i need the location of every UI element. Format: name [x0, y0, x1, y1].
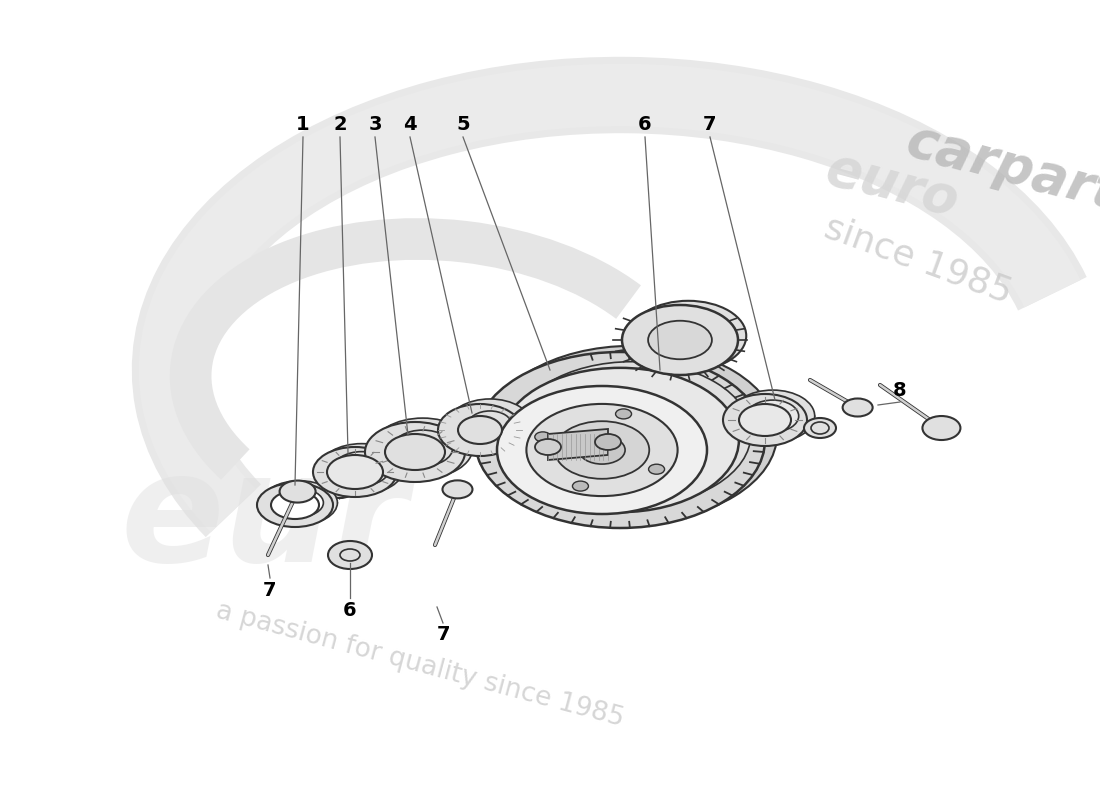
Text: a passion for quality since 1985: a passion for quality since 1985 [213, 598, 627, 732]
Ellipse shape [441, 423, 470, 439]
Ellipse shape [730, 390, 815, 442]
Text: 4: 4 [404, 115, 417, 134]
Ellipse shape [572, 481, 588, 491]
Ellipse shape [649, 464, 664, 474]
Ellipse shape [458, 416, 502, 444]
Ellipse shape [579, 436, 625, 464]
Ellipse shape [923, 416, 960, 440]
Ellipse shape [438, 404, 522, 456]
Polygon shape [548, 429, 608, 460]
Text: 3: 3 [368, 115, 382, 134]
Ellipse shape [648, 321, 712, 359]
Ellipse shape [502, 368, 739, 512]
Ellipse shape [328, 541, 372, 569]
Ellipse shape [514, 362, 751, 506]
Ellipse shape [468, 411, 512, 439]
Ellipse shape [739, 404, 791, 436]
Ellipse shape [373, 418, 473, 478]
Ellipse shape [262, 481, 338, 525]
Text: 7: 7 [437, 626, 450, 645]
Ellipse shape [326, 482, 354, 498]
Text: 7: 7 [703, 115, 717, 134]
Text: 6: 6 [343, 601, 356, 619]
Ellipse shape [327, 455, 383, 489]
Ellipse shape [804, 418, 836, 438]
Ellipse shape [314, 447, 397, 497]
Ellipse shape [487, 346, 777, 522]
Ellipse shape [497, 386, 707, 514]
Ellipse shape [365, 422, 465, 482]
Ellipse shape [340, 549, 360, 561]
Text: 5: 5 [456, 115, 470, 134]
Text: since 1985: since 1985 [820, 210, 1018, 310]
Text: 6: 6 [638, 115, 652, 134]
Ellipse shape [595, 434, 621, 450]
Ellipse shape [475, 352, 764, 528]
Ellipse shape [279, 481, 316, 502]
Ellipse shape [554, 421, 649, 478]
Ellipse shape [275, 489, 323, 517]
Text: 2: 2 [333, 115, 346, 134]
Text: 7: 7 [263, 581, 277, 599]
Ellipse shape [747, 400, 799, 432]
Ellipse shape [257, 483, 333, 527]
Ellipse shape [320, 444, 404, 494]
Ellipse shape [535, 439, 561, 455]
Text: euro: euro [820, 142, 965, 228]
Text: carparts: carparts [900, 114, 1100, 230]
Ellipse shape [527, 404, 678, 496]
Ellipse shape [811, 422, 829, 434]
Ellipse shape [333, 452, 389, 486]
Text: eur: eur [120, 446, 408, 594]
Ellipse shape [843, 398, 872, 417]
Ellipse shape [271, 491, 319, 519]
Ellipse shape [616, 409, 631, 419]
Ellipse shape [621, 305, 738, 375]
Ellipse shape [442, 480, 473, 498]
Ellipse shape [630, 301, 746, 371]
Ellipse shape [535, 432, 551, 442]
Text: 8: 8 [893, 381, 906, 399]
Ellipse shape [448, 399, 532, 451]
Text: 1: 1 [296, 115, 310, 134]
Ellipse shape [723, 394, 807, 446]
Polygon shape [340, 423, 455, 498]
Ellipse shape [393, 430, 453, 466]
Ellipse shape [385, 434, 446, 470]
